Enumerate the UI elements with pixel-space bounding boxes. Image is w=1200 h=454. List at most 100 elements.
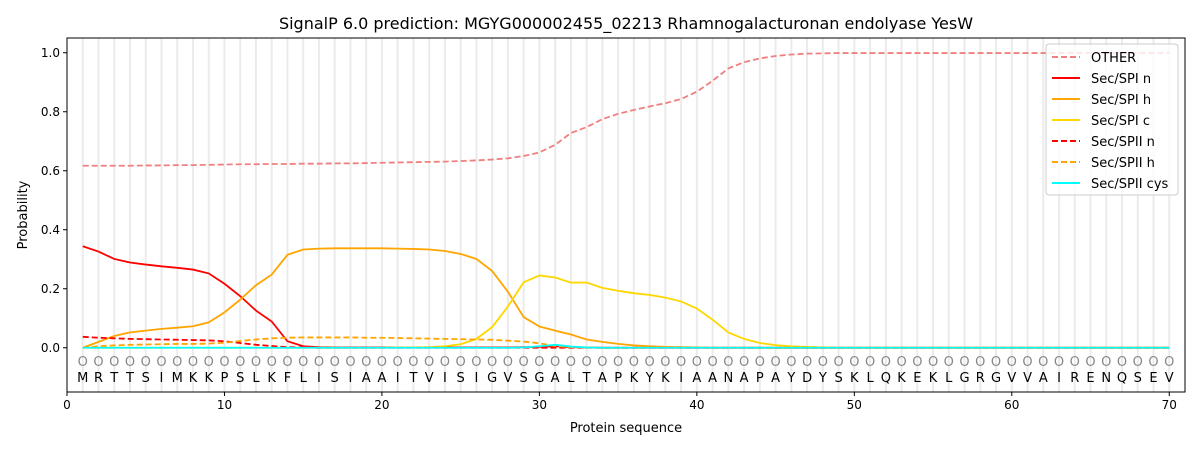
region-marker: O: [944, 355, 954, 370]
protein-sequence: MRTTSIMKKPSLKFLISIAAITVISIGVSGALTAPKYKIA…: [77, 371, 1174, 386]
region-marker: O: [204, 355, 214, 370]
region-marker: O: [314, 355, 324, 370]
region-marker: O: [597, 355, 607, 370]
region-marker: O: [424, 355, 434, 370]
region-marker: O: [849, 355, 859, 370]
region-marker: O: [582, 355, 592, 370]
y-tick-label: 1.0: [41, 46, 60, 60]
x-tick-label: 30: [532, 398, 547, 412]
region-marker: O: [975, 355, 985, 370]
region-marker: O: [1133, 355, 1143, 370]
y-tick-label: 0.2: [41, 282, 60, 296]
series-line-sec-spii-cys: [82, 343, 1170, 349]
x-axis-ticks: 0 10 20 30 40 50 60 70: [63, 392, 1177, 412]
region-marker: O: [1164, 355, 1174, 370]
region-marker: O: [692, 355, 702, 370]
region-marker: O: [928, 355, 938, 370]
region-marker: O: [487, 355, 497, 370]
region-marker: O: [881, 355, 891, 370]
region-marker: O: [345, 355, 355, 370]
y-axis-ticks: 0.0 0.2 0.4 0.6 0.8 1.0: [41, 46, 67, 355]
region-marker: O: [676, 355, 686, 370]
y-tick-label: 0.6: [41, 164, 60, 178]
region-marker: O: [471, 355, 481, 370]
legend-box: [1045, 43, 1179, 196]
region-marker: O: [613, 355, 623, 370]
region-marker: O: [566, 355, 576, 370]
region-marker: O: [645, 355, 655, 370]
region-marker: O: [1038, 355, 1048, 370]
legend-label: Sec/SPI h: [1091, 93, 1151, 108]
x-tick-label: 10: [217, 398, 232, 412]
region-marker: O: [912, 355, 922, 370]
series-line-sec-spi-c: [82, 274, 1170, 349]
region-marker: O: [377, 355, 387, 370]
region-marker: O: [330, 355, 340, 370]
region-marker: O: [1022, 355, 1032, 370]
x-axis-label: Protein sequence: [570, 421, 682, 436]
x-tick-label: 50: [847, 398, 862, 412]
x-tick-label: 70: [1162, 398, 1177, 412]
region-marker: O: [1148, 355, 1158, 370]
region-marker: O: [833, 355, 843, 370]
region-marker: O: [786, 355, 796, 370]
chart-title: SignalP 6.0 prediction: MGYG000002455_02…: [279, 14, 973, 34]
series-line-sec-spi-h: [82, 247, 1170, 349]
region-marker: O: [1085, 355, 1095, 370]
x-tick-label: 60: [1004, 398, 1019, 412]
region-marker: O: [456, 355, 466, 370]
series-line-other: [82, 51, 1170, 167]
region-marker: O: [1117, 355, 1127, 370]
sequence-labels: MRTTSIMKKPSLKFLISIAAITVISIGVSGALTAPKYKIA…: [77, 355, 1174, 386]
region-marker: O: [534, 355, 544, 370]
region-marker: O: [770, 355, 780, 370]
region-marker: O: [156, 355, 166, 370]
region-marker: O: [109, 355, 119, 370]
y-tick-label: 0.8: [41, 105, 60, 119]
region-marker: O: [141, 355, 151, 370]
region-marker: O: [959, 355, 969, 370]
series-line-sec-spii-h: [82, 336, 1170, 349]
x-tick-label: 0: [63, 398, 71, 412]
series-line-sec-spi-n: [82, 245, 1170, 349]
region-marker: O: [251, 355, 261, 370]
region-marker: O: [755, 355, 765, 370]
region-marker: O: [298, 355, 308, 370]
series-lines: [82, 51, 1170, 349]
legend: OTHER Sec/SPI n Sec/SPI h Sec/SPI c Sec/SPII…: [1045, 43, 1179, 196]
region-marker: O: [282, 355, 292, 370]
region-marker: O: [440, 355, 450, 370]
region-marker: O: [991, 355, 1001, 370]
region-marker: O: [723, 355, 733, 370]
region-marker: O: [235, 355, 245, 370]
region-marker: O: [865, 355, 875, 370]
series-line-sec-spii-n: [82, 335, 1170, 349]
region-marker: O: [219, 355, 229, 370]
region-marker: O: [739, 355, 749, 370]
region-marker: O: [361, 355, 371, 370]
legend-label: Sec/SPII cys: [1091, 177, 1169, 192]
region-marker: O: [550, 355, 560, 370]
region-marker: O: [267, 355, 277, 370]
region-marker: O: [78, 355, 88, 370]
region-marker: O: [896, 355, 906, 370]
grid-lines: [81, 38, 1171, 392]
y-tick-label: 0.0: [41, 341, 60, 355]
legend-label: Sec/SPII n: [1091, 135, 1155, 150]
region-marker: O: [660, 355, 670, 370]
region-marker: O: [93, 355, 103, 370]
region-marker: O: [629, 355, 639, 370]
y-axis-label: Probability: [16, 180, 31, 249]
region-marker: O: [393, 355, 403, 370]
region-marker: O: [1007, 355, 1017, 370]
plot-frame: [66, 37, 1186, 393]
region-marker: O: [802, 355, 812, 370]
legend-label: Sec/SPII h: [1091, 156, 1155, 171]
legend-label: OTHER: [1091, 51, 1136, 66]
region-marker: O: [1054, 355, 1064, 370]
region-marker: O: [172, 355, 182, 370]
region-marker: O: [1070, 355, 1080, 370]
legend-label: Sec/SPI c: [1091, 114, 1150, 129]
region-marker: O: [503, 355, 513, 370]
